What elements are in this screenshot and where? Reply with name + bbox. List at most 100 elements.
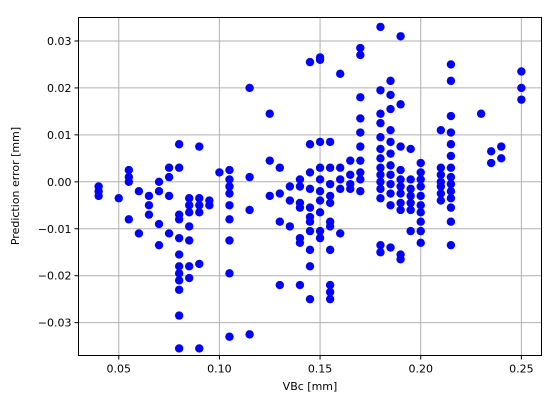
data-point — [446, 76, 456, 86]
data-point — [376, 170, 385, 179]
data-point — [356, 93, 365, 102]
data-point — [386, 125, 395, 135]
data-point — [275, 280, 285, 290]
data-point — [185, 236, 194, 245]
data-point — [305, 226, 315, 236]
data-point — [406, 205, 415, 215]
data-point — [295, 182, 305, 191]
data-point — [174, 233, 184, 243]
data-point — [386, 137, 395, 147]
data-point — [195, 142, 204, 151]
data-point — [134, 186, 144, 196]
data-point — [416, 208, 425, 217]
data-point — [185, 262, 194, 271]
data-point — [174, 276, 184, 285]
data-point — [376, 118, 385, 128]
data-point — [386, 243, 395, 252]
data-point — [305, 57, 315, 67]
data-points — [94, 22, 526, 353]
data-point — [124, 177, 134, 187]
data-point — [386, 189, 395, 198]
data-point — [225, 236, 234, 245]
data-point — [446, 179, 456, 189]
data-point — [376, 194, 385, 203]
x-tick-label: 0.10 — [207, 363, 232, 376]
data-point — [396, 198, 405, 208]
data-point — [406, 184, 415, 194]
data-point — [376, 163, 385, 172]
data-point — [144, 191, 154, 201]
data-point — [195, 259, 204, 269]
data-point — [376, 240, 385, 250]
data-point — [517, 95, 526, 104]
data-point — [174, 269, 184, 278]
data-point — [305, 262, 315, 271]
data-point — [185, 208, 194, 217]
data-point — [346, 184, 355, 194]
data-point — [406, 175, 415, 184]
data-point — [497, 154, 506, 163]
y-tick-label: 0.03 — [47, 35, 72, 48]
data-point — [325, 280, 335, 290]
data-point — [406, 144, 415, 154]
data-point — [446, 111, 456, 121]
data-point — [446, 60, 456, 69]
data-point — [386, 179, 395, 189]
data-point — [325, 245, 335, 255]
data-point — [416, 238, 425, 248]
data-point — [134, 229, 144, 238]
data-point — [174, 215, 184, 224]
data-point — [396, 182, 405, 191]
data-point — [356, 43, 365, 53]
data-point — [315, 175, 325, 184]
data-point — [185, 222, 194, 231]
data-point — [376, 248, 385, 257]
data-point — [295, 280, 305, 290]
data-point — [154, 240, 164, 250]
data-point — [174, 344, 184, 353]
data-point — [436, 163, 446, 172]
data-point — [416, 191, 425, 201]
data-point — [406, 191, 415, 201]
x-tick-label: 0.15 — [308, 363, 333, 376]
data-point — [436, 170, 446, 179]
data-point — [305, 184, 315, 194]
data-point — [94, 191, 103, 201]
data-point — [376, 86, 385, 95]
data-point — [376, 22, 385, 32]
data-point — [446, 186, 456, 196]
data-point — [275, 217, 285, 226]
data-point — [376, 154, 385, 163]
data-point — [446, 217, 456, 226]
data-point — [154, 219, 164, 229]
data-point — [416, 217, 425, 226]
data-point — [416, 201, 425, 210]
data-point — [245, 83, 254, 93]
data-point — [305, 245, 315, 255]
data-point — [356, 168, 365, 177]
data-point — [114, 194, 123, 203]
data-point — [386, 201, 395, 210]
data-point — [225, 189, 234, 198]
data-point — [396, 205, 405, 215]
data-point — [376, 177, 385, 187]
data-point — [325, 163, 335, 172]
data-point — [205, 201, 214, 210]
y-tick-label: −0.02 — [38, 270, 72, 283]
data-point — [285, 222, 295, 231]
plot-frame — [78, 17, 542, 356]
data-point — [356, 186, 365, 196]
data-point — [225, 175, 234, 184]
data-point — [315, 208, 325, 217]
data-point — [215, 168, 224, 177]
data-point — [396, 165, 405, 175]
data-point — [396, 100, 405, 109]
data-point — [174, 140, 184, 149]
data-point — [245, 330, 254, 339]
data-point — [416, 175, 425, 184]
data-point — [446, 163, 456, 172]
data-point — [195, 194, 204, 203]
data-point — [416, 182, 425, 191]
data-point — [325, 191, 335, 201]
